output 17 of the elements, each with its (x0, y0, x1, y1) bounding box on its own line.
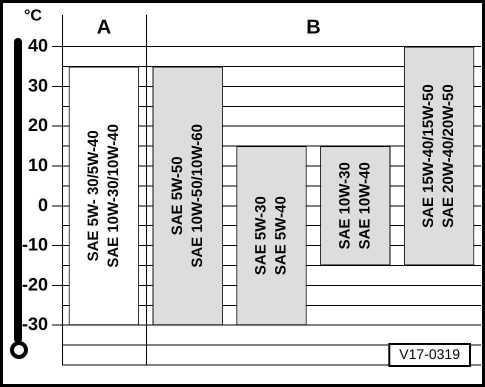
annotation: V17-0319 (399, 346, 460, 362)
y-tick-label: -20 (22, 274, 48, 294)
y-axis-title: °C (24, 7, 42, 24)
x-tick-label: SAE 5W- 30/5W-40 SAE 10W-30/10W-40 (85, 124, 122, 268)
x-tick-label: SAE 5W-30 SAE 5W-40 (252, 196, 290, 276)
y-tick-label: 10 (28, 154, 48, 175)
x-tick-label: SAE 15W-40/15W-50 SAE 20W-40/20W-50 (420, 84, 458, 228)
y-tick-label: 30 (28, 75, 48, 96)
annotation: A (96, 16, 112, 39)
y-tick-label: 20 (28, 115, 48, 136)
y-tick-label: 0 (38, 194, 48, 215)
y-tick-label: -30 (22, 314, 48, 334)
annotation: B (306, 16, 321, 39)
y-tick-label: 40 (28, 36, 48, 56)
x-tick-label: SAE 10W-30 SAE 10W-40 (336, 162, 374, 250)
y-tick-label: -10 (22, 234, 48, 255)
x-tick-label: SAE 5W-50 SAE 10W-50/10W-60 (168, 124, 206, 268)
